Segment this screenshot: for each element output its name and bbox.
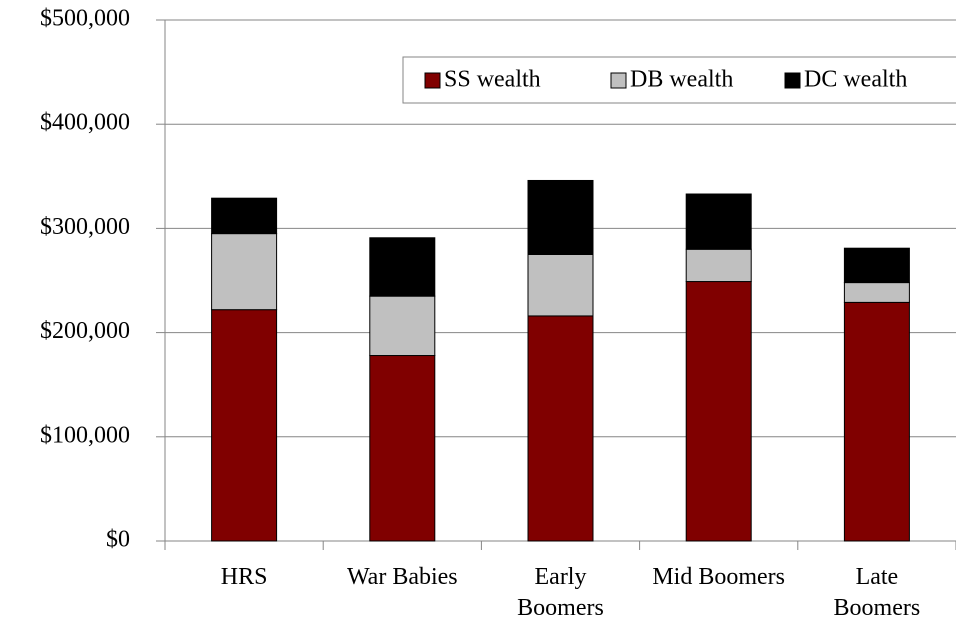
- y-tick-label: $200,000: [40, 318, 130, 344]
- y-tick-label: $500,000: [40, 6, 130, 32]
- legend-label: SS wealth: [444, 67, 541, 93]
- bar-segment: [527, 315, 594, 542]
- bar-segment: [369, 355, 436, 542]
- x-tick-label: Early Boomers: [517, 564, 604, 621]
- bar-segment: [527, 253, 594, 317]
- y-tick-label: $400,000: [40, 110, 130, 136]
- bar-segment: [211, 309, 278, 542]
- bar-segment: [527, 179, 594, 255]
- bar-segment: [843, 247, 910, 284]
- y-tick-label: $300,000: [40, 214, 130, 240]
- bar-segment: [685, 193, 752, 250]
- legend-swatch: [424, 72, 441, 89]
- bar-segment: [211, 233, 278, 311]
- legend-box: [402, 56, 956, 104]
- x-tick-label: War Babies: [346, 564, 458, 590]
- y-tick-label: $100,000: [40, 422, 130, 448]
- x-tick-label: Mid Boomers: [652, 564, 786, 590]
- bar-segment: [369, 237, 436, 297]
- bar-segment: [843, 282, 910, 303]
- bar-segment: [369, 295, 436, 357]
- legend-label: DC wealth: [804, 67, 907, 93]
- legend-label: DB wealth: [630, 67, 733, 93]
- y-tick-label: $0: [106, 527, 130, 553]
- x-tick-label: HRS: [220, 564, 268, 590]
- bar-segment: [211, 197, 278, 235]
- bar-segment: [685, 248, 752, 283]
- bar-segment: [843, 301, 910, 542]
- x-tick-label: Late Boomers: [833, 564, 921, 621]
- bar-segment: [685, 281, 752, 542]
- legend-swatch: [784, 72, 801, 89]
- legend-swatch: [610, 72, 627, 89]
